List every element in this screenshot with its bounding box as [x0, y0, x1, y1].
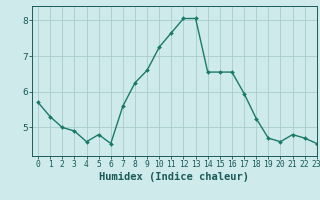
X-axis label: Humidex (Indice chaleur): Humidex (Indice chaleur) — [100, 172, 249, 182]
